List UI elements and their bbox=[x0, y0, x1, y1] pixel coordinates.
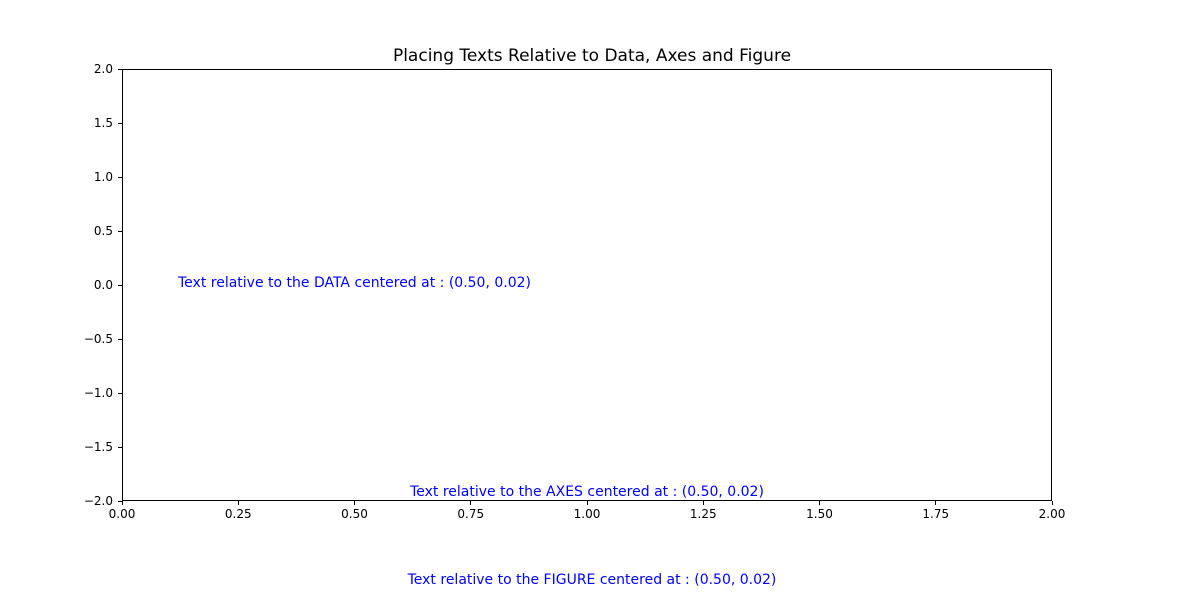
y-tick-mark bbox=[118, 69, 122, 70]
y-tick-label: 0.5 bbox=[94, 224, 113, 238]
x-tick-mark bbox=[238, 501, 239, 505]
y-tick-mark bbox=[118, 447, 122, 448]
y-tick-label: 2.0 bbox=[94, 62, 113, 76]
x-tick-mark bbox=[470, 501, 471, 505]
x-tick-label: 1.25 bbox=[690, 507, 717, 521]
axes-text: Text relative to the AXES centered at : … bbox=[410, 484, 764, 500]
chart-title: Placing Texts Relative to Data, Axes and… bbox=[0, 46, 1184, 66]
y-tick-label: 1.5 bbox=[94, 116, 113, 130]
y-tick-mark bbox=[118, 501, 122, 502]
x-tick-mark bbox=[703, 501, 704, 505]
y-tick-mark bbox=[118, 231, 122, 232]
x-tick-label: 0.75 bbox=[457, 507, 484, 521]
y-tick-mark bbox=[118, 123, 122, 124]
chart-title-text: Placing Texts Relative to Data, Axes and… bbox=[393, 46, 791, 66]
x-tick-label: 1.00 bbox=[574, 507, 601, 521]
x-tick-mark bbox=[587, 501, 588, 505]
axes-spine-right bbox=[1051, 69, 1052, 501]
x-tick-label: 0.25 bbox=[225, 507, 252, 521]
y-tick-label: 1.0 bbox=[94, 170, 113, 184]
x-tick-label: 0.00 bbox=[109, 507, 136, 521]
axes-spine-top bbox=[122, 69, 1052, 70]
y-tick-mark bbox=[118, 285, 122, 286]
x-tick-mark bbox=[354, 501, 355, 505]
x-tick-label: 2.00 bbox=[1039, 507, 1066, 521]
x-tick-mark bbox=[935, 501, 936, 505]
figure: Placing Texts Relative to Data, Axes and… bbox=[0, 0, 1184, 592]
x-tick-label: 0.50 bbox=[341, 507, 368, 521]
x-tick-mark bbox=[122, 501, 123, 505]
x-tick-label: 1.75 bbox=[922, 507, 949, 521]
x-tick-label: 1.50 bbox=[806, 507, 833, 521]
y-tick-label: 0.0 bbox=[94, 278, 113, 292]
y-tick-label: −1.5 bbox=[84, 440, 113, 454]
x-tick-mark bbox=[819, 501, 820, 505]
y-tick-mark bbox=[118, 339, 122, 340]
figure-text: Text relative to the FIGURE centered at … bbox=[408, 572, 777, 588]
y-tick-mark bbox=[118, 393, 122, 394]
x-tick-mark bbox=[1052, 501, 1053, 505]
y-tick-label: −1.0 bbox=[84, 386, 113, 400]
y-tick-mark bbox=[118, 177, 122, 178]
data-text: Text relative to the DATA centered at : … bbox=[178, 275, 531, 291]
y-tick-label: −0.5 bbox=[84, 332, 113, 346]
axes-spine-left bbox=[122, 69, 123, 501]
y-tick-label: −2.0 bbox=[84, 494, 113, 508]
